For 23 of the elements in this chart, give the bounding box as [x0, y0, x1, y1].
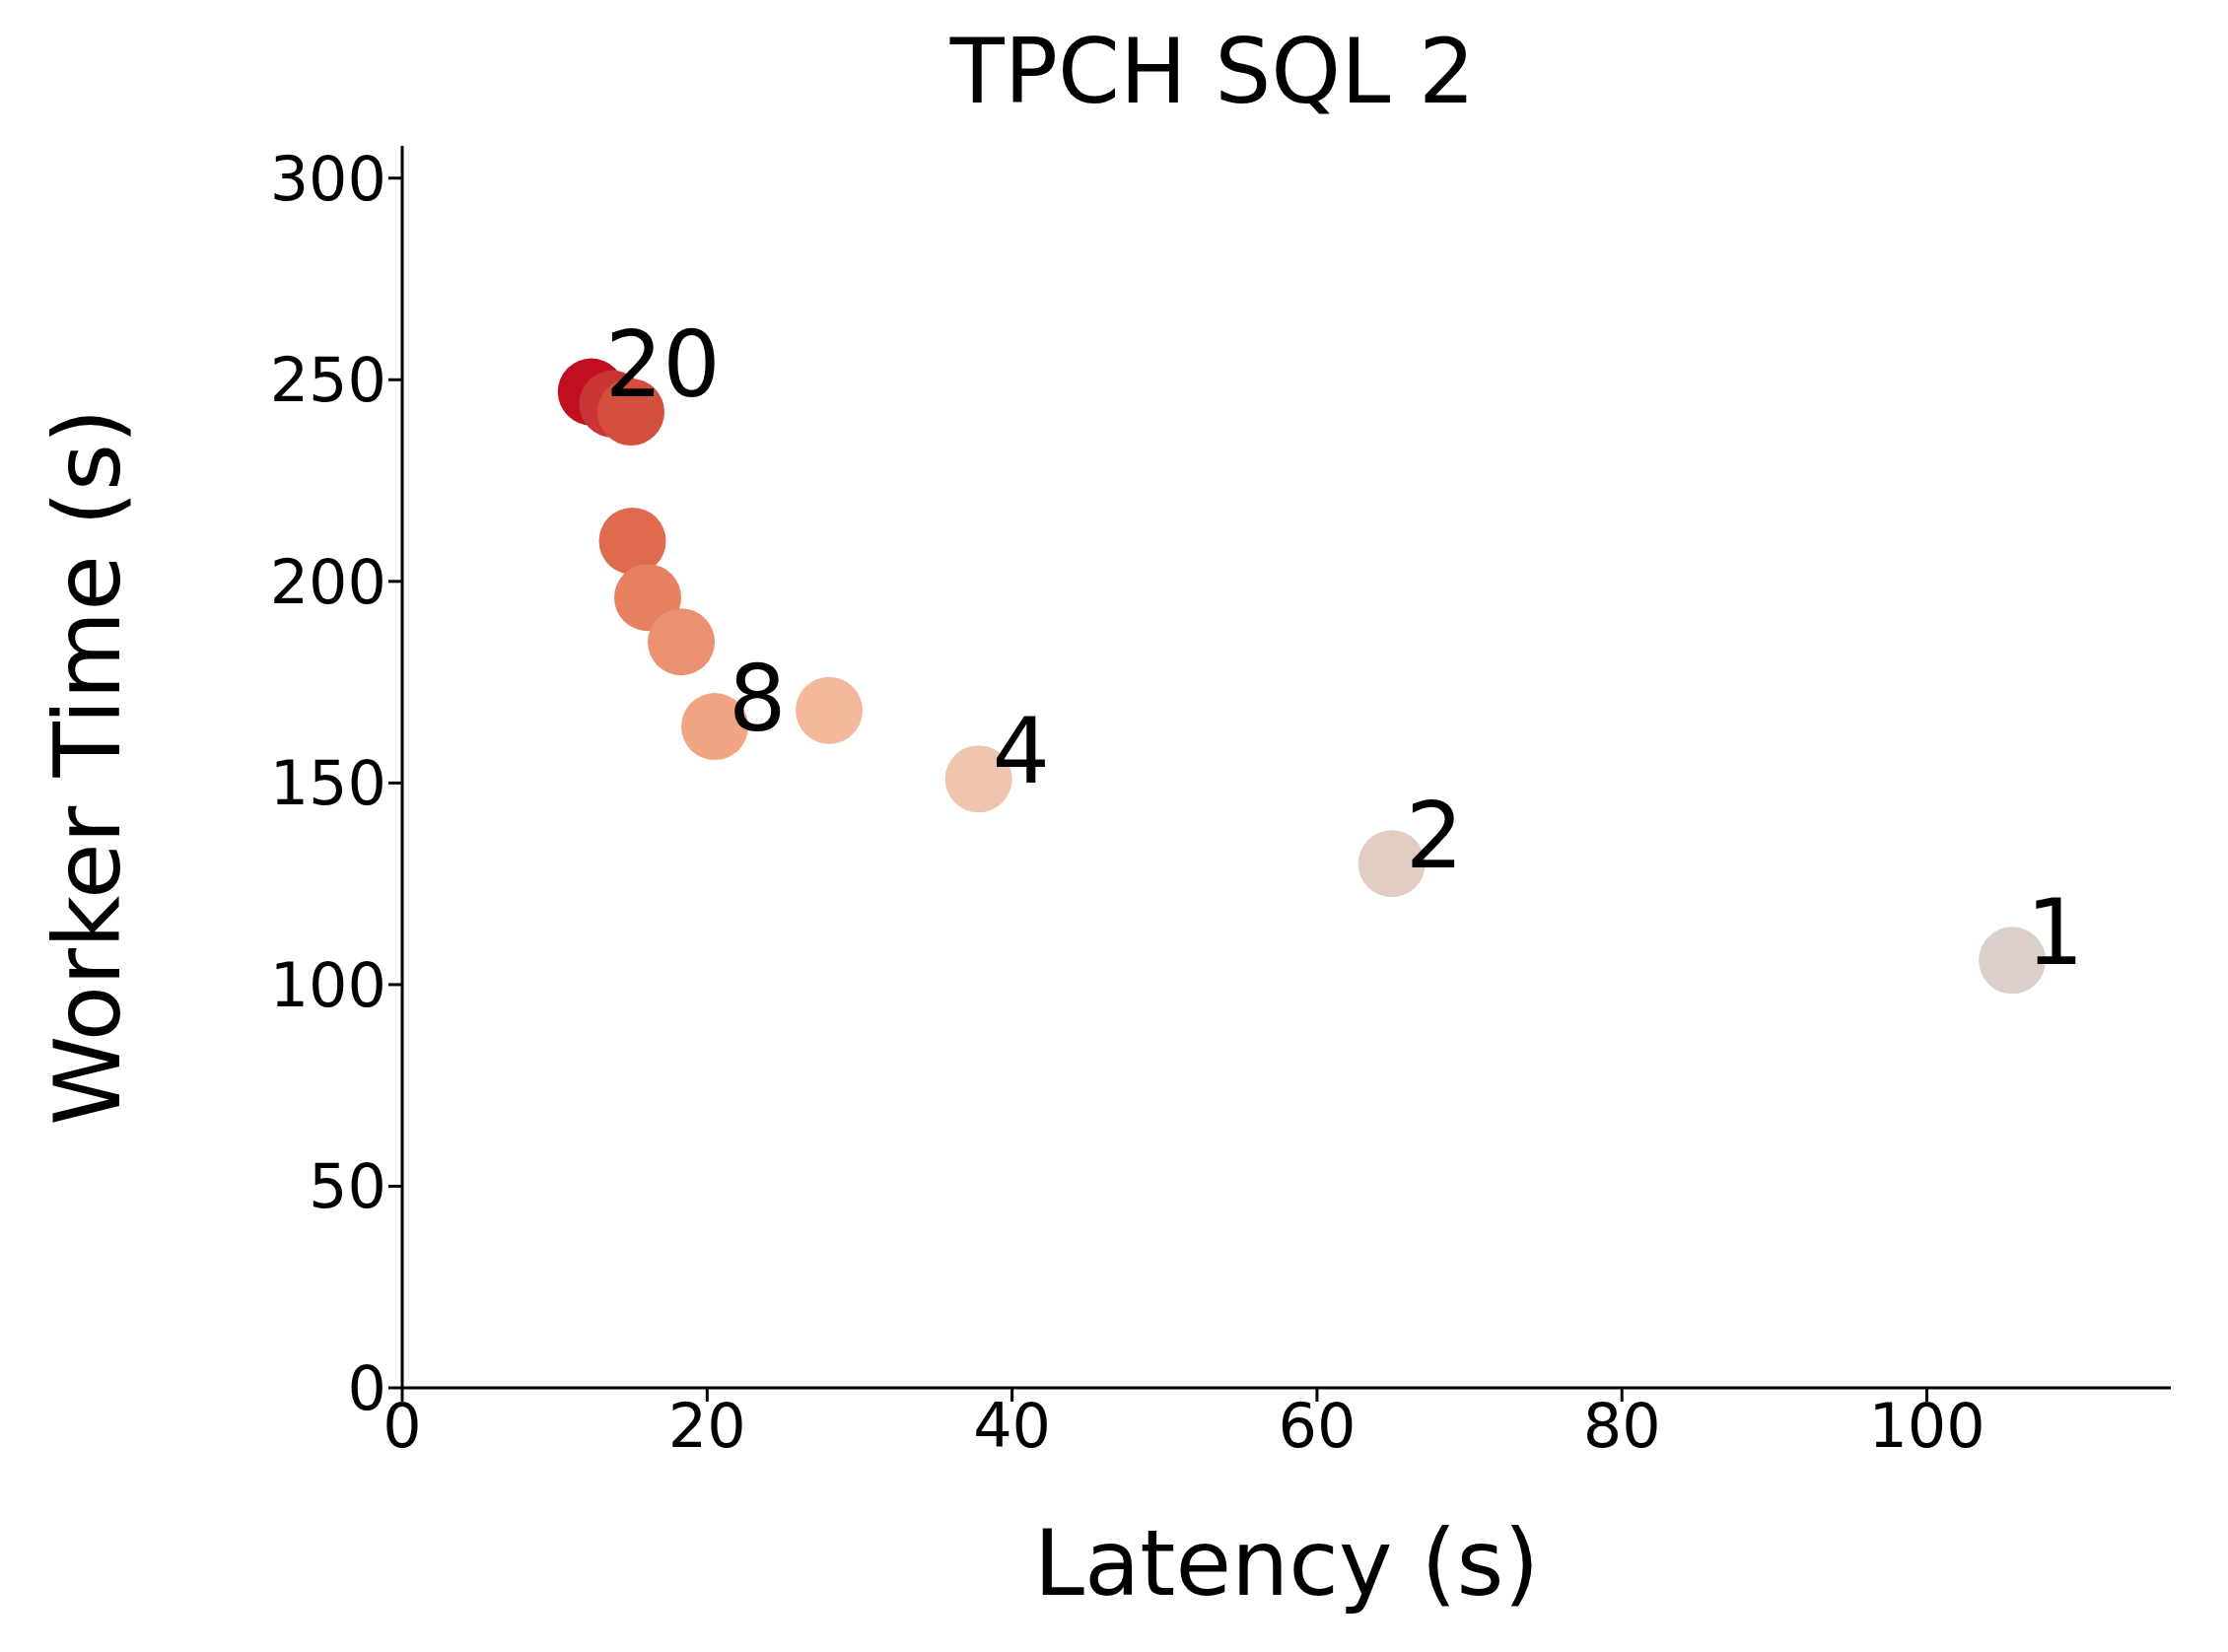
y-tick-label: 200 [269, 545, 386, 618]
x-tick-label: 40 [973, 1390, 1052, 1463]
y-tick-label: 50 [309, 1150, 386, 1223]
y-axis-title: Worker Time (s) [35, 408, 141, 1126]
point [614, 564, 681, 632]
chart-title: TPCH SQL 2 [948, 19, 1477, 125]
annotation: 1 [2026, 880, 2084, 987]
y-tick-label: 150 [269, 747, 386, 820]
x-axis-title: Latency (s) [1033, 1511, 1540, 1617]
annotation: 2 [1405, 784, 1464, 890]
x-tick-label: 100 [1868, 1390, 1985, 1463]
point [648, 608, 716, 676]
x-tick-label: 60 [1278, 1390, 1357, 1463]
point [796, 676, 864, 744]
y-tick-label: 300 [269, 142, 386, 215]
y-tick-label: 250 [269, 344, 386, 417]
x-tick-label: 20 [667, 1390, 746, 1463]
x-tick-label: 80 [1582, 1390, 1661, 1463]
annotation: 4 [992, 699, 1051, 805]
annotation: 20 [604, 311, 721, 418]
point [598, 507, 666, 575]
annotation: 8 [729, 647, 787, 753]
y-tick-label: 100 [269, 948, 386, 1021]
